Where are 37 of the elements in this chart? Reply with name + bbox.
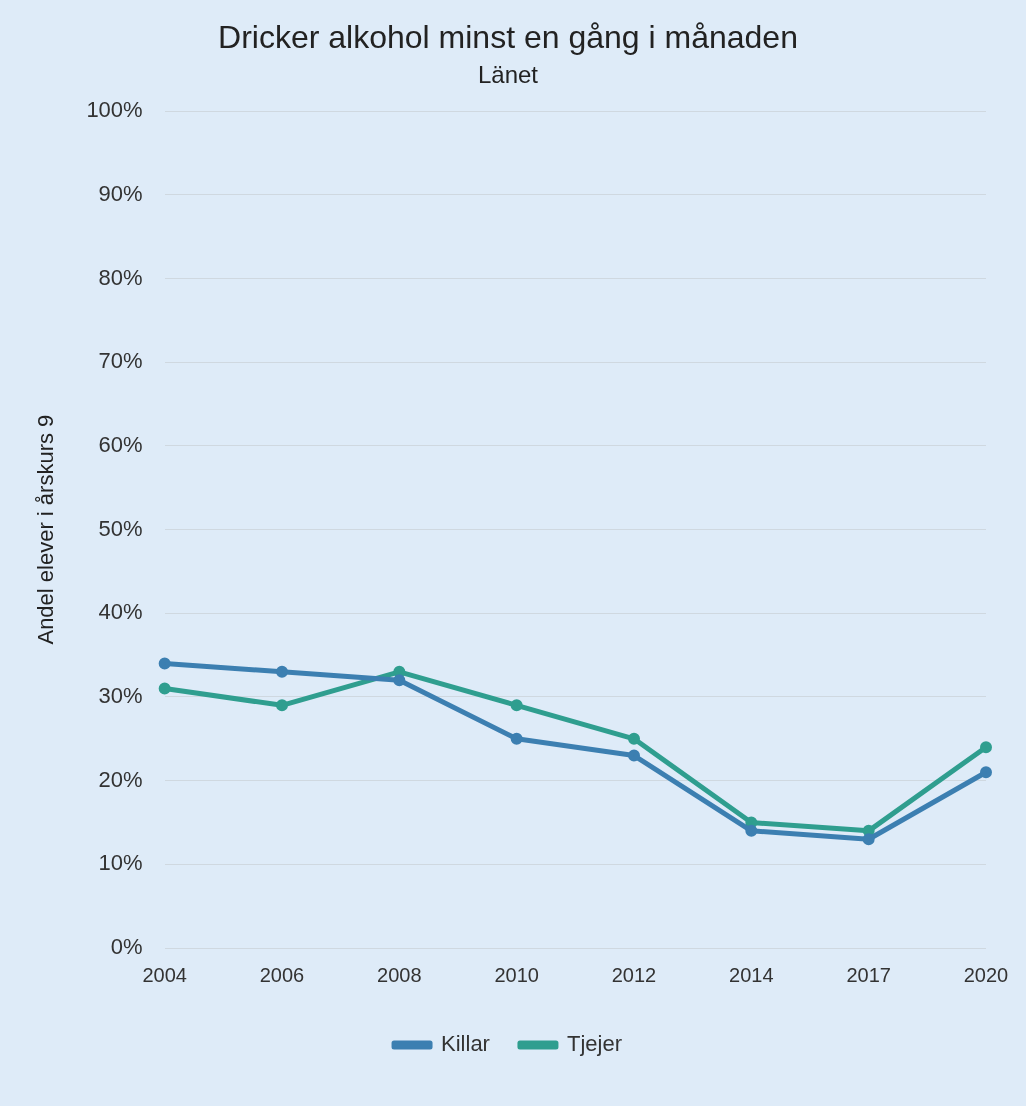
x-tick-label: 2017: [846, 963, 891, 986]
point: [745, 824, 758, 837]
y-tick-label: 30%: [98, 683, 143, 709]
y-axis-title: Andel elever i årskurs 9: [33, 414, 59, 645]
x-tick-label: 2012: [611, 963, 657, 986]
x-tick-label: 2004: [142, 963, 187, 986]
y-tick-label: 0%: [110, 934, 143, 960]
x-tick-label: 2006: [259, 963, 305, 986]
point: [980, 741, 992, 754]
point: [276, 699, 288, 712]
legend-label: Tjejer: [566, 1031, 622, 1057]
y-tick-label: 80%: [98, 264, 143, 290]
point: [158, 657, 171, 670]
point: [980, 766, 992, 779]
point: [510, 699, 523, 712]
point: [393, 674, 406, 687]
y-tick-label: 10%: [98, 850, 143, 876]
y-tick-label: 100%: [86, 97, 143, 123]
x-tick-label: 2010: [494, 963, 539, 986]
y-tick-label: 60%: [98, 431, 143, 457]
chart-subtitle: Länet: [477, 61, 539, 89]
y-tick-label: 50%: [98, 515, 143, 541]
point: [862, 833, 875, 846]
point: [510, 732, 523, 745]
point: [628, 732, 640, 745]
legend-label: Killar: [441, 1031, 490, 1057]
point: [628, 749, 640, 762]
point: [158, 682, 171, 695]
x-tick-label: 2008: [377, 963, 422, 986]
x-tick-label: 2020: [963, 963, 1009, 986]
chart-title: Dricker alkohol minst en gång i månaden: [218, 19, 798, 56]
y-tick-label: 40%: [98, 599, 143, 625]
y-tick-label: 70%: [98, 348, 143, 374]
point: [276, 665, 288, 678]
y-tick-label: 90%: [98, 180, 143, 206]
x-tick-label: 2014: [729, 963, 774, 986]
y-tick-label: 20%: [98, 766, 143, 792]
